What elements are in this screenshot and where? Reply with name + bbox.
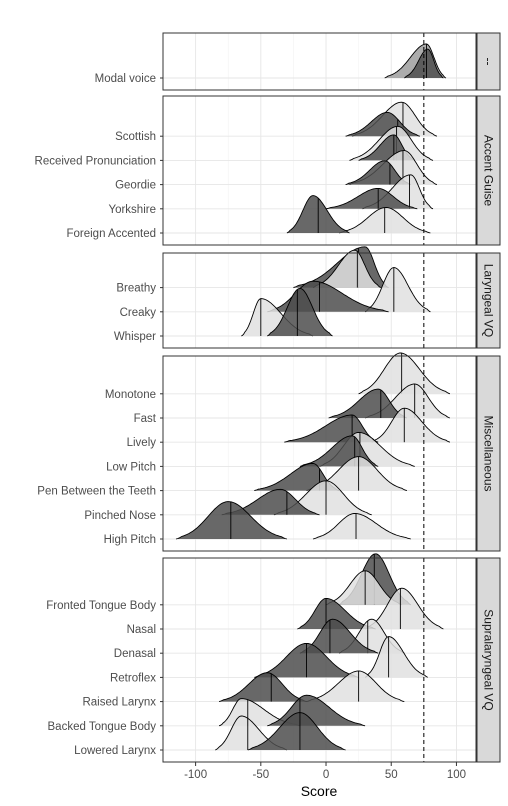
density-ridge — [365, 588, 444, 629]
x-tick-label: -50 — [253, 769, 270, 781]
facet-strip — [476, 557, 501, 763]
density-outline — [358, 352, 451, 395]
x-tick-label: 0 — [323, 769, 329, 781]
density-ridge — [299, 619, 379, 654]
category-label: Retroflex — [110, 672, 156, 684]
density-ridge — [371, 408, 450, 443]
density-outline — [325, 570, 402, 606]
category-label: Yorkshire — [108, 204, 156, 216]
density-outline — [297, 597, 376, 630]
x-tick-label: 50 — [385, 769, 398, 781]
density-outline — [284, 414, 379, 443]
density-ridge — [345, 160, 411, 185]
facet-strip-label: Miscellaneous — [482, 415, 496, 491]
density-ridge — [247, 712, 346, 750]
category-label: Pinched Nose — [84, 510, 156, 522]
facet-strip — [476, 355, 501, 552]
panel-border — [162, 32, 477, 91]
density-outline — [267, 694, 366, 727]
category-label: Creaky — [120, 307, 157, 319]
density-ridge — [365, 267, 431, 312]
category-label: Received Pronunciation — [35, 155, 156, 167]
density-outline — [404, 48, 444, 79]
category-label: Denasal — [114, 648, 156, 660]
panel-border — [162, 95, 477, 246]
category-label: Nasal — [127, 624, 156, 636]
density-outline — [175, 501, 288, 540]
facet-panel: Monotone Fast Lively Low Pitch Pen Between t… — [37, 352, 501, 552]
facet-strip — [476, 95, 501, 246]
facet-strip-label: Laryngeal VQ — [482, 264, 496, 337]
density-ridge — [313, 513, 411, 539]
density-outline — [267, 287, 333, 337]
density-outline — [349, 125, 434, 161]
category-label: Backed Tongue Body — [48, 721, 157, 733]
category-label: Scottish — [115, 131, 156, 143]
category-label: High Pitch — [104, 534, 156, 546]
density-outline — [364, 587, 444, 630]
facet-panel: Breathy Creaky Whisper Laryngeal VQ — [114, 246, 501, 349]
category-label: Foreign Accented — [66, 228, 156, 240]
density-outline — [299, 618, 379, 654]
facet-strip — [476, 32, 501, 91]
density-outline — [364, 267, 431, 313]
facet-panel: Fronted Tongue Body Nasal Denasal Retroflex… — [46, 553, 501, 763]
density-outline — [254, 462, 340, 492]
facet-panel: Modal voice -- — [95, 32, 501, 91]
x-tick-label: -100 — [184, 769, 207, 781]
category-label: Fronted Tongue Body — [46, 600, 156, 612]
facet-strip-label: -- — [482, 58, 496, 66]
facet-strip — [476, 252, 501, 349]
density-ridge — [328, 389, 407, 418]
category-label: Raised Larynx — [82, 697, 156, 709]
density-ridge — [326, 188, 418, 209]
category-label: Low Pitch — [106, 461, 156, 473]
density-ridge — [326, 570, 402, 605]
density-ridge — [221, 489, 320, 515]
density-outline — [218, 672, 307, 703]
density-ridge — [313, 250, 381, 288]
category-label: Monotone — [105, 389, 156, 401]
panel-border — [162, 252, 477, 349]
density-outline — [384, 43, 447, 79]
density-outline — [312, 513, 411, 540]
density-ridge — [365, 636, 428, 678]
density-outline — [364, 636, 428, 678]
category-label: Modal voice — [95, 73, 156, 85]
density-outline — [312, 249, 382, 289]
density-outline — [247, 712, 346, 751]
category-label: Lively — [127, 437, 157, 449]
density-outline — [325, 187, 418, 210]
category-label: Fast — [134, 413, 157, 425]
density-ridge — [306, 671, 405, 702]
density-ridge — [219, 672, 307, 702]
category-label: Lowered Larynx — [74, 745, 156, 757]
x-axis: -100 -50 0 50 100 — [184, 762, 466, 781]
x-axis-title: Score — [301, 783, 338, 799]
density-ridge — [297, 598, 376, 629]
facet-panels: Modal voice -- Scottish Received Pronunciat… — [35, 32, 501, 763]
density-outline — [328, 388, 408, 419]
facet-strip-label: Accent Guise — [482, 135, 496, 207]
density-outline — [371, 407, 451, 443]
density-ridge — [267, 288, 333, 336]
facet-strip-label: Supralaryngeal VQ — [482, 609, 496, 710]
density-ridge — [176, 501, 287, 539]
panel-border — [162, 557, 477, 763]
category-label: Pen Between the Teeth — [37, 486, 156, 498]
density-outline — [345, 111, 421, 137]
density-outline — [345, 160, 411, 186]
density-outline — [267, 280, 389, 313]
density-ridge — [241, 298, 313, 336]
category-label: Whisper — [114, 331, 156, 343]
density-outline — [299, 435, 379, 467]
x-tick-label: 100 — [447, 769, 466, 781]
panel-border — [162, 355, 477, 552]
category-label: Breathy — [116, 283, 156, 295]
facet-panel: Scottish Received Pronunciation Geordie Yor… — [35, 95, 501, 246]
density-ridge — [358, 353, 450, 394]
category-label: Geordie — [115, 180, 156, 192]
density-outline — [306, 670, 405, 703]
